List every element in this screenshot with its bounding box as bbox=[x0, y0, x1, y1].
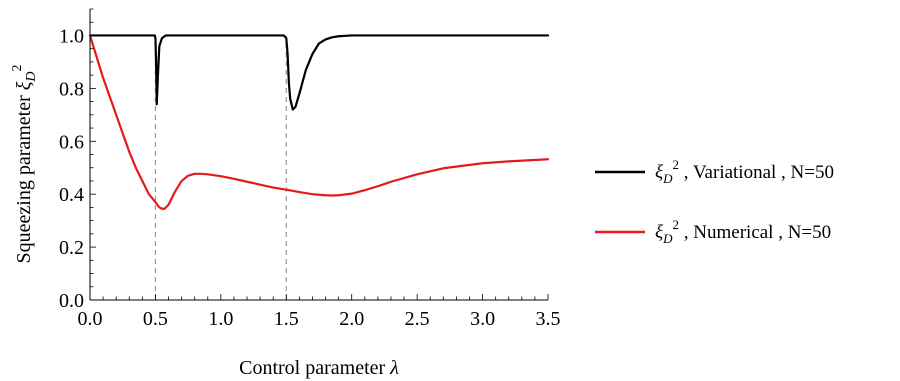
series-layer bbox=[88, 34, 550, 210]
x-tick-label: 3.5 bbox=[536, 308, 561, 330]
legend: ξD2 , Variational , N=50 ξD2 , Numerical … bbox=[595, 157, 834, 246]
y-tick-label: 0.6 bbox=[59, 131, 84, 153]
y-tick-label: 0.4 bbox=[59, 184, 84, 206]
legend-label-1: ξD2 , Numerical , N=50 bbox=[655, 217, 831, 246]
x-tick-label: 2.0 bbox=[339, 308, 364, 330]
x-axis-title: Control parameter λ bbox=[239, 357, 399, 379]
y-axis-title: Squeezing parameter ξD2 bbox=[10, 65, 39, 264]
axes: 0.0 0.5 1.0 1.5 2.0 2.5 3.0 3.5 0.0 0.2 0.4 0.6 0.8 1… bbox=[59, 8, 561, 330]
y-tick-label: 0.2 bbox=[59, 237, 84, 259]
x-tick-label: 1.5 bbox=[274, 308, 299, 330]
y-tick-label: 0.8 bbox=[59, 78, 84, 100]
legend-label-0: ξD2 , Variational , N=50 bbox=[655, 157, 834, 186]
x-tick-label: 1.0 bbox=[208, 308, 233, 330]
series-line-1 bbox=[88, 34, 550, 210]
x-tick-label: 3.0 bbox=[470, 308, 495, 330]
reference-lines bbox=[154, 35, 287, 300]
series-line-0 bbox=[88, 34, 550, 111]
y-tick-label: 1.0 bbox=[59, 25, 84, 47]
y-tick-label: 0.0 bbox=[59, 290, 84, 312]
x-tick-label: 0.5 bbox=[143, 308, 168, 330]
x-tick-label: 0.0 bbox=[78, 308, 103, 330]
x-tick-label: 2.5 bbox=[405, 308, 430, 330]
